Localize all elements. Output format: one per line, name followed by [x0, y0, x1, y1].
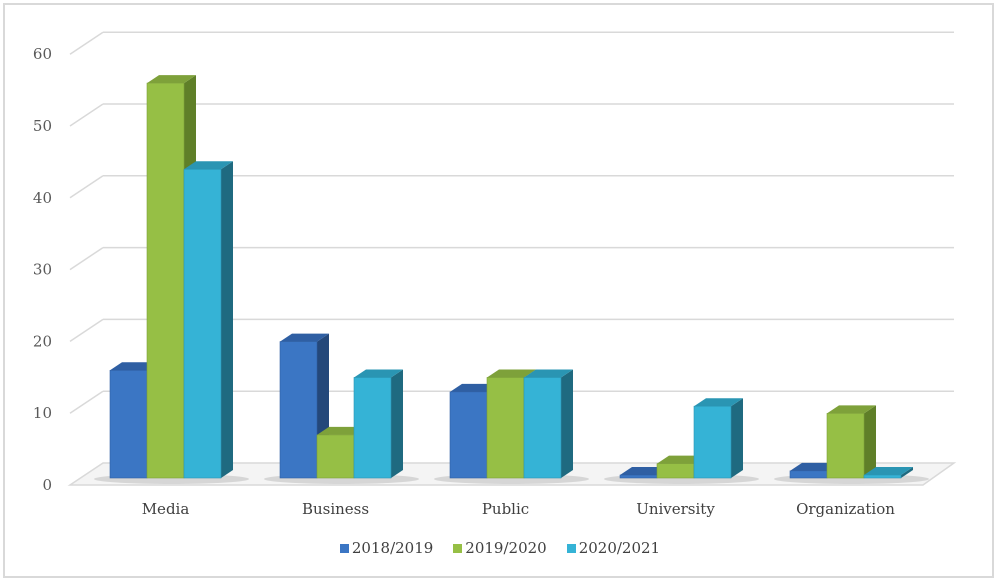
y-tick-label: 0 [42, 476, 52, 494]
legend-swatch-icon [339, 543, 349, 553]
x-tick-label: Organization [796, 500, 895, 518]
y-tick-label: 30 [33, 261, 52, 279]
y-tick-label: 10 [33, 404, 52, 422]
legend-label: 2019/2020 [465, 539, 547, 557]
bar-university-2 [693, 398, 743, 479]
bar-organization-1 [826, 405, 876, 479]
legend-label: 2020/2021 [578, 539, 661, 557]
gridline-side [69, 103, 104, 127]
x-tick-label: Business [302, 500, 369, 518]
gridline-side [69, 31, 104, 55]
y-tick-label: 60 [33, 45, 52, 63]
gridline-side [69, 390, 104, 414]
bar-business-2 [353, 369, 403, 479]
x-tick-label: Public [482, 500, 529, 518]
x-tick-label: Media [142, 500, 190, 518]
bar-organization-2 [863, 467, 913, 479]
legend-swatch-icon [453, 543, 463, 553]
legend-item-series-1: 2019/2020 [453, 539, 547, 557]
gridline-side [69, 318, 104, 343]
x-tick-label: University [636, 500, 715, 518]
y-tick-label: 20 [33, 332, 52, 350]
legend-item-series-0: 2018/2019 [339, 539, 434, 557]
bar-public-2 [523, 369, 573, 479]
legend-swatch-icon [566, 543, 576, 553]
legend-item-series-2: 2020/2021 [566, 539, 661, 557]
chart-legend: 2018/2019 2019/2020 2020/2021 [0, 539, 1000, 557]
bar-media-2 [183, 161, 233, 479]
gridline-side [69, 175, 104, 199]
gridline-side [69, 246, 104, 271]
legend-label: 2018/2019 [351, 539, 434, 557]
y-tick-label: 50 [33, 117, 52, 135]
y-tick-label: 40 [33, 189, 52, 207]
